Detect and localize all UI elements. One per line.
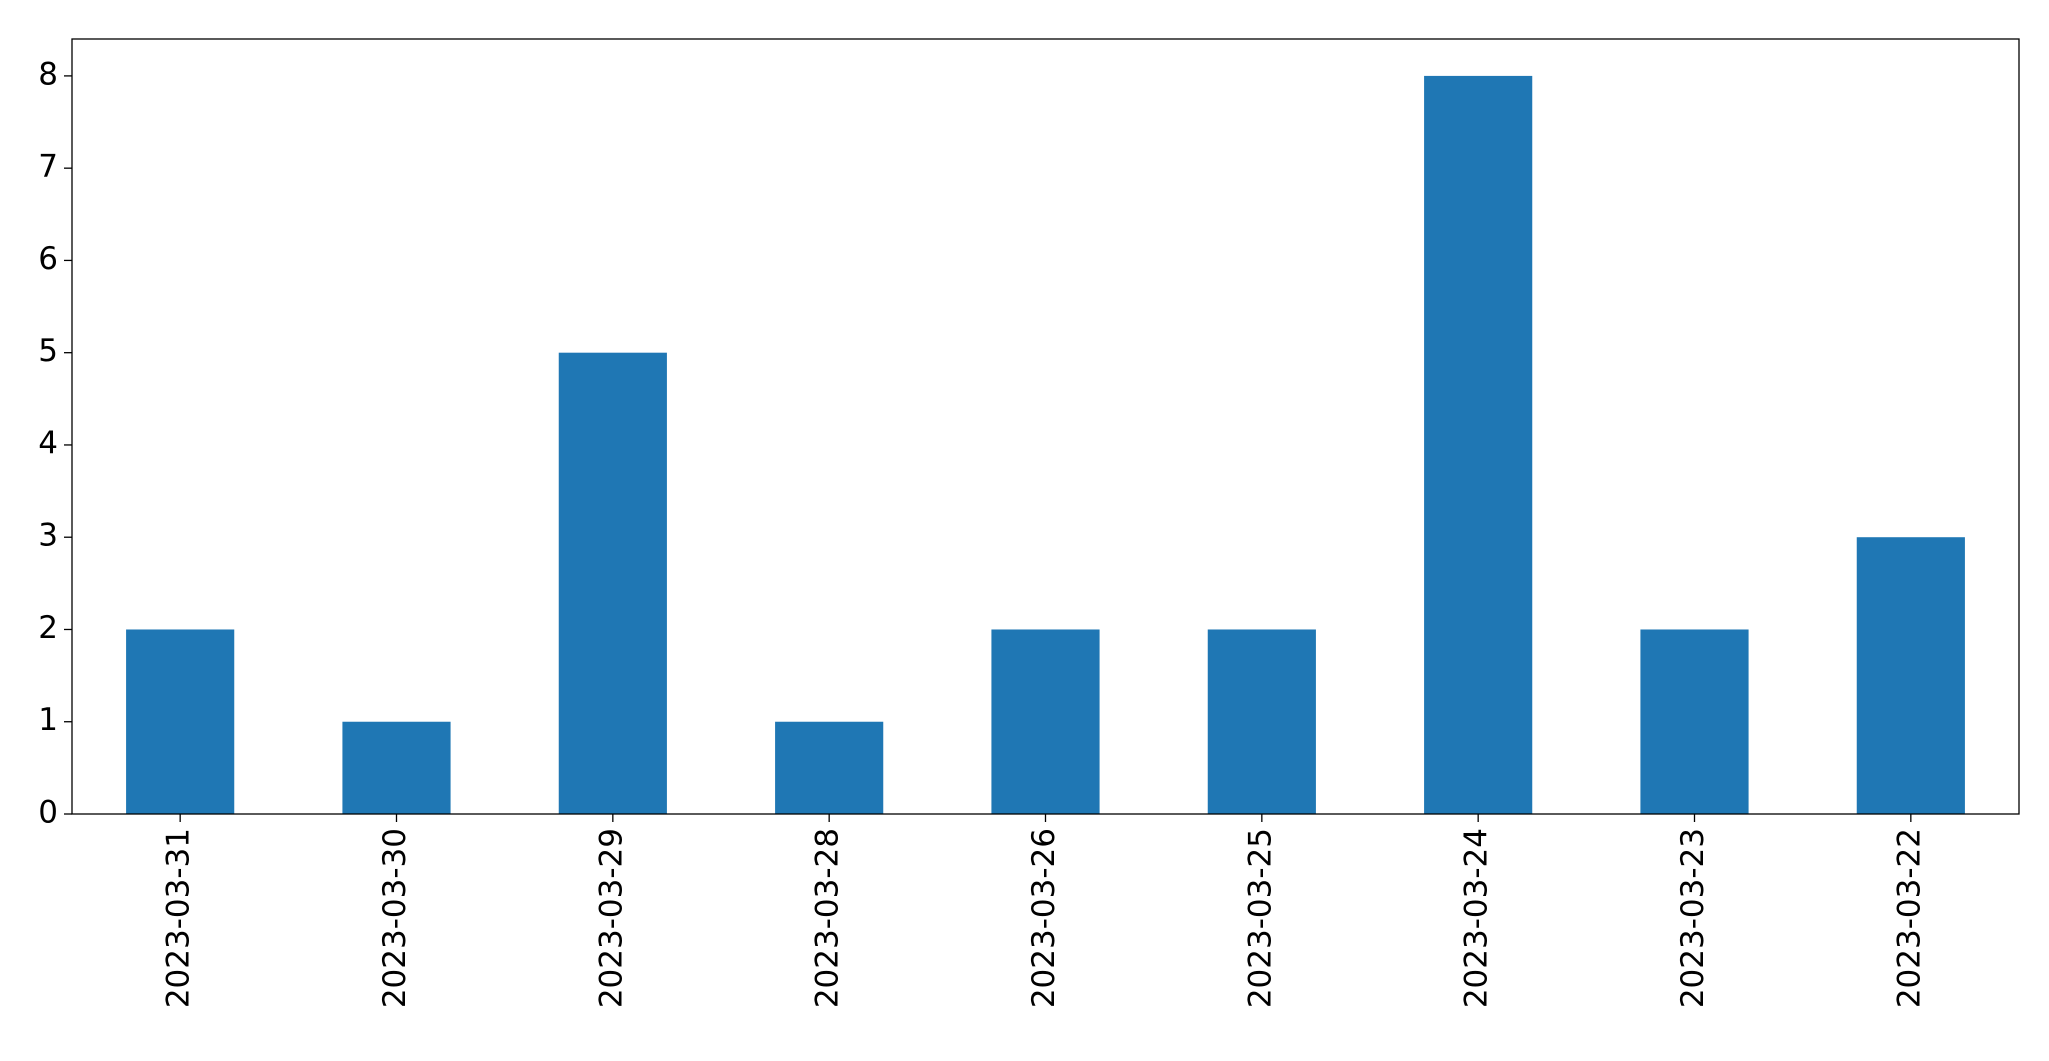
bar bbox=[126, 629, 235, 814]
x-tick-label: 2023-03-30 bbox=[377, 828, 413, 1008]
y-tick-label: 8 bbox=[38, 56, 58, 92]
y-tick-label: 2 bbox=[38, 610, 58, 646]
plot-frame bbox=[71, 38, 2020, 815]
bar bbox=[558, 352, 667, 814]
x-tick-label: 2023-03-25 bbox=[1242, 828, 1278, 1008]
y-tick-label: 1 bbox=[38, 702, 58, 738]
bar bbox=[1424, 75, 1533, 814]
bar bbox=[1856, 537, 1965, 814]
bar bbox=[342, 721, 451, 814]
y-tick-label: 6 bbox=[38, 241, 58, 277]
x-tick-label: 2023-03-24 bbox=[1459, 828, 1495, 1008]
y-tick-label: 5 bbox=[38, 333, 58, 369]
bar bbox=[991, 629, 1100, 814]
x-tick-label: 2023-03-22 bbox=[1891, 828, 1927, 1008]
y-tick-label: 7 bbox=[38, 149, 58, 185]
x-tick-label: 2023-03-28 bbox=[810, 828, 846, 1008]
y-tick-label: 4 bbox=[38, 425, 58, 461]
y-tick-label: 0 bbox=[38, 795, 58, 831]
bar bbox=[775, 721, 884, 814]
bar bbox=[1640, 629, 1749, 814]
x-tick-label: 2023-03-29 bbox=[593, 828, 629, 1008]
bar bbox=[1207, 629, 1316, 814]
x-tick-label: 2023-03-31 bbox=[161, 828, 197, 1008]
x-tick-label: 2023-03-26 bbox=[1026, 828, 1062, 1008]
x-tick-label: 2023-03-23 bbox=[1675, 828, 1711, 1008]
y-tick-label: 3 bbox=[38, 518, 58, 554]
